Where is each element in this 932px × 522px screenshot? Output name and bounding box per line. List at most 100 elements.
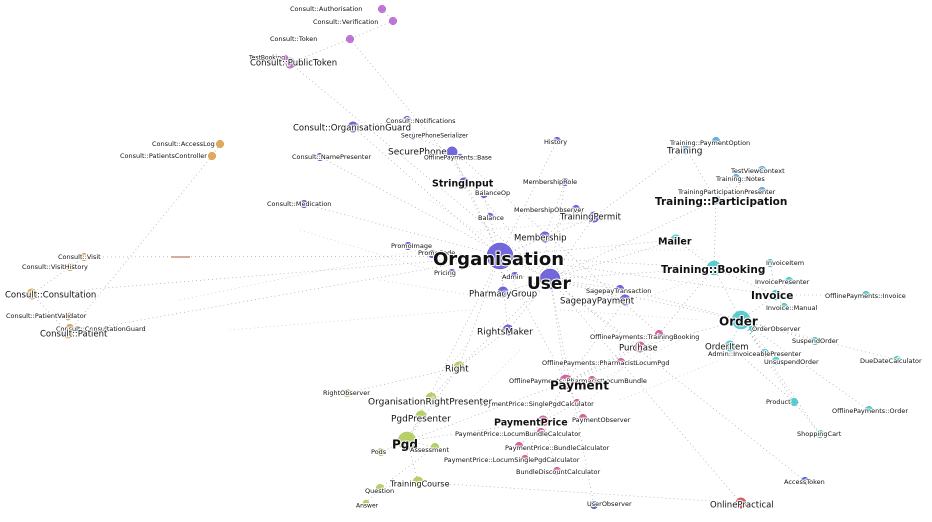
node-user[interactable]: [539, 268, 561, 290]
node-consult-patientscontroller[interactable]: [207, 151, 217, 161]
node-pgd[interactable]: [397, 431, 417, 451]
node-offlinepayments-order[interactable]: [864, 405, 874, 415]
node-pricing[interactable]: [447, 268, 457, 278]
node-question[interactable]: [375, 483, 385, 493]
node-order[interactable]: [731, 310, 751, 330]
node-shoppingcart[interactable]: [815, 429, 825, 439]
node-consult-visit[interactable]: [79, 252, 89, 262]
node-assessment[interactable]: [430, 442, 440, 452]
node-trainingparticipationpresenter[interactable]: [757, 186, 767, 196]
node-consult-authorisation[interactable]: [377, 4, 387, 14]
node-consult-namepresenter[interactable]: [315, 152, 325, 162]
label-pharmacygroup: PharmacyGroup: [469, 290, 537, 300]
node-paymentobserver[interactable]: [578, 413, 588, 423]
node-consult-medication[interactable]: [299, 199, 309, 209]
node-orderobserver[interactable]: [748, 323, 758, 333]
node-consult-notifications[interactable]: [402, 115, 412, 125]
node-promocode[interactable]: [427, 249, 437, 259]
node-securephone[interactable]: [446, 146, 458, 158]
node-onlinepractical[interactable]: [735, 497, 747, 509]
node-consult-consultation[interactable]: [26, 288, 38, 300]
edge-consult-consultation-consult-patient: [31, 293, 69, 334]
label-testviewcontext: TestViewContext: [730, 167, 785, 175]
label-consult-verification: Consult::Verification: [313, 18, 378, 26]
background-edge-12: [379, 279, 501, 301]
node-history[interactable]: [552, 136, 562, 146]
node-trainingcourse[interactable]: [412, 476, 424, 488]
node-offlinepayments-pharmacistlocumpgd[interactable]: [616, 357, 626, 367]
node-offlinepayments-pharmacistlocumbundle[interactable]: [587, 375, 597, 385]
node-unsuspendorder[interactable]: [771, 356, 781, 366]
node-bundlediscountcalculator[interactable]: [552, 466, 562, 476]
node-consult-verification[interactable]: [388, 16, 398, 26]
node-balance[interactable]: [485, 212, 495, 222]
node-pods[interactable]: [376, 447, 386, 457]
label-rightsmaker: RightsMaker: [477, 328, 533, 338]
label-balanceop: BalanceOp: [475, 189, 510, 197]
node-trainingparticipation[interactable]: [711, 195, 721, 205]
node-right[interactable]: [453, 361, 465, 373]
node-consult-publictoken[interactable]: [284, 57, 296, 69]
node-offlinepayments-base[interactable]: [456, 153, 464, 161]
node-training[interactable]: [680, 143, 692, 155]
node-answer[interactable]: [362, 499, 370, 507]
node-membershiprole[interactable]: [560, 177, 570, 187]
node-invoice[interactable]: [770, 289, 782, 301]
node-consult-patient[interactable]: [62, 327, 74, 339]
edge-order-duedatecalculator: [740, 319, 898, 361]
node-membership[interactable]: [539, 231, 551, 243]
edge-training-booking-invoice: [713, 267, 777, 296]
node-userobserver[interactable]: [589, 500, 599, 510]
node-orderitem[interactable]: [724, 340, 736, 352]
node-training-booking[interactable]: [706, 260, 722, 276]
node-stringinput[interactable]: [458, 177, 470, 189]
node-sagepaytransaction[interactable]: [615, 284, 625, 294]
node-accesstoken[interactable]: [800, 476, 810, 486]
node-offlinepayments-invoice[interactable]: [861, 290, 871, 300]
node-trainingpermit[interactable]: [588, 211, 600, 223]
node-paymentprice-locumbundlecalculator[interactable]: [536, 427, 546, 437]
node-consult-visithistory[interactable]: [65, 262, 75, 272]
background-edge-7: [469, 349, 521, 401]
edge-pgd-payment: [406, 381, 567, 442]
node-organisation[interactable]: [486, 242, 514, 270]
node-mailer[interactable]: [670, 234, 682, 246]
node-invoiceitem[interactable]: [765, 258, 775, 268]
node-consult-organisationguard[interactable]: [347, 121, 359, 133]
node-sagepaypayment[interactable]: [619, 294, 631, 306]
node-paymentprice-bundlecalculator[interactable]: [514, 441, 524, 451]
node-invoicepresenter[interactable]: [784, 276, 794, 286]
node-training-paymentoption[interactable]: [711, 136, 721, 146]
node-balanceop[interactable]: [479, 189, 489, 199]
node-organisationrightpresenter[interactable]: [425, 392, 437, 404]
node-suspendorder[interactable]: [810, 336, 820, 346]
node-admin-invoiceablepresenter[interactable]: [760, 348, 770, 358]
edge-product-shoppingcart: [793, 401, 821, 435]
node-paymentprice-singlepgdcalculator[interactable]: [572, 398, 582, 408]
label-payment: Payment: [550, 379, 609, 393]
node-purchase[interactable]: [634, 341, 646, 353]
node-consult-patientvalidator[interactable]: [63, 311, 73, 321]
node-admin[interactable]: [510, 271, 520, 281]
node-securephoneserializer[interactable]: [409, 132, 417, 140]
node-paymentprice-locumsinglepgdcalculator[interactable]: [520, 454, 530, 464]
node-consult-token[interactable]: [345, 34, 355, 44]
node-membershipobserver[interactable]: [571, 204, 581, 214]
node-rightobserver[interactable]: [342, 388, 352, 398]
edge-organisation-securephone: [451, 151, 501, 257]
node-consult-accesslog[interactable]: [215, 139, 225, 149]
label-bundlediscountcalculator: BundleDiscountCalculator: [516, 468, 601, 476]
node-product[interactable]: [789, 397, 799, 407]
node-promoimage[interactable]: [403, 241, 413, 251]
node-training-notes[interactable]: [731, 173, 741, 183]
node-payment[interactable]: [558, 374, 574, 390]
node-offlinepayments-trainingbooking[interactable]: [654, 329, 664, 339]
node-invoice-manual[interactable]: [779, 302, 789, 312]
node-pgdpresenter[interactable]: [415, 410, 427, 422]
node-pharmacygroup[interactable]: [497, 286, 509, 298]
node-paymentprice[interactable]: [537, 415, 549, 427]
node-testviewcontext[interactable]: [757, 165, 767, 175]
node-duedatecalculator[interactable]: [892, 355, 902, 365]
node-rightsmaker[interactable]: [502, 324, 514, 336]
label-consult-medication: Consult::Medication: [267, 200, 331, 208]
